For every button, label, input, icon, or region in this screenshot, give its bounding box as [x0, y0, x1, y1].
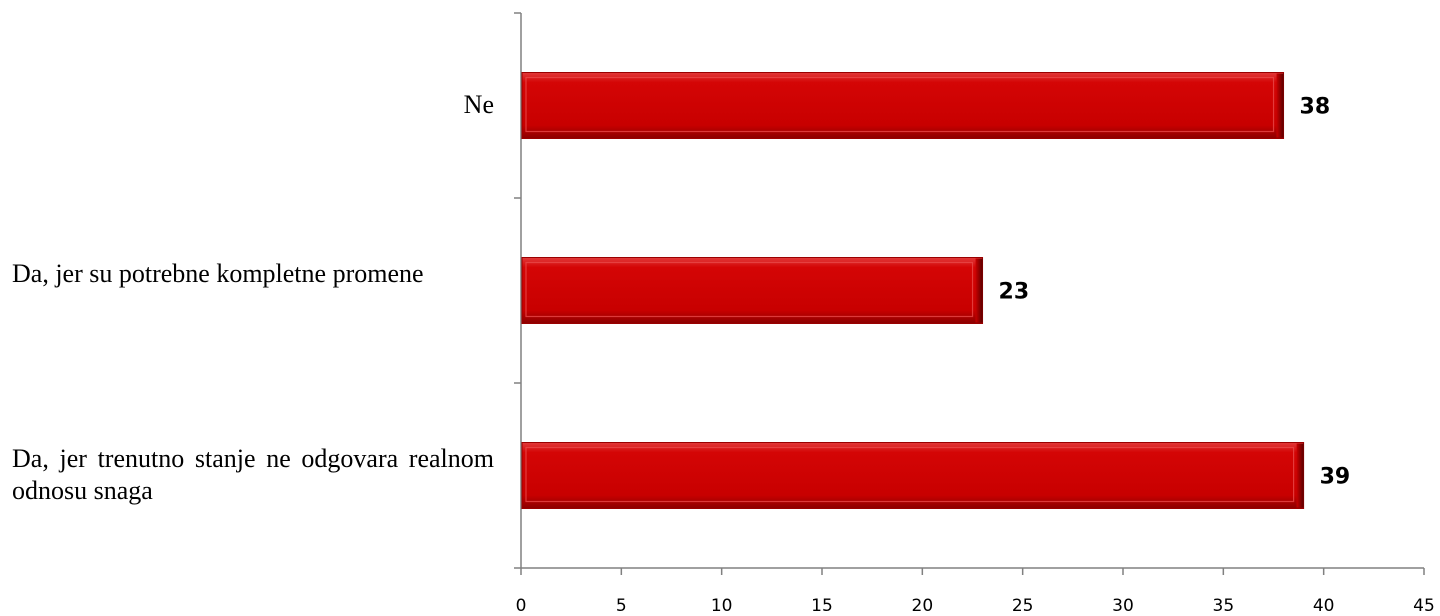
- x-tick-label: 20: [912, 596, 934, 616]
- x-tick-label: 15: [811, 596, 833, 616]
- bar: [521, 257, 984, 324]
- data-label: 38: [1300, 95, 1331, 120]
- data-label: 39: [1320, 465, 1351, 490]
- bar-bevel: [525, 76, 1275, 133]
- x-tick-label: 35: [1213, 596, 1235, 616]
- category-label-ne: Ne: [463, 90, 494, 119]
- category-label-realnom-odnosu: Da, jer trenutno stanje ne odgovara real…: [12, 444, 494, 505]
- axes: 0 5 10 15 20 25 30 35 40 45: [514, 12, 1435, 616]
- bar-bevel: [525, 261, 974, 318]
- x-tick-label: 5: [616, 596, 627, 616]
- x-tick-label: 10: [711, 596, 733, 616]
- x-tick-label: 30: [1112, 596, 1134, 616]
- bar-body: [521, 442, 1305, 509]
- data-labels: 38 23 39: [999, 95, 1351, 490]
- x-tick-label: 25: [1012, 596, 1034, 616]
- bar-body: [521, 257, 984, 324]
- bar-body: [521, 72, 1285, 139]
- bar-end-shade: [1296, 443, 1304, 508]
- bar-bevel: [525, 446, 1295, 503]
- bars: [521, 72, 1305, 509]
- x-tick-label: 0: [516, 596, 527, 616]
- bar: [521, 442, 1305, 509]
- data-label: 23: [999, 280, 1030, 305]
- x-tick-label: 45: [1413, 596, 1435, 616]
- category-label-kompletne-promene: Da, jer su potrebne kompletne promene: [12, 259, 424, 288]
- bar: [521, 72, 1285, 139]
- bar-end-shade: [1276, 73, 1284, 138]
- x-tick-label: 40: [1313, 596, 1335, 616]
- bar-end-shade: [975, 258, 983, 323]
